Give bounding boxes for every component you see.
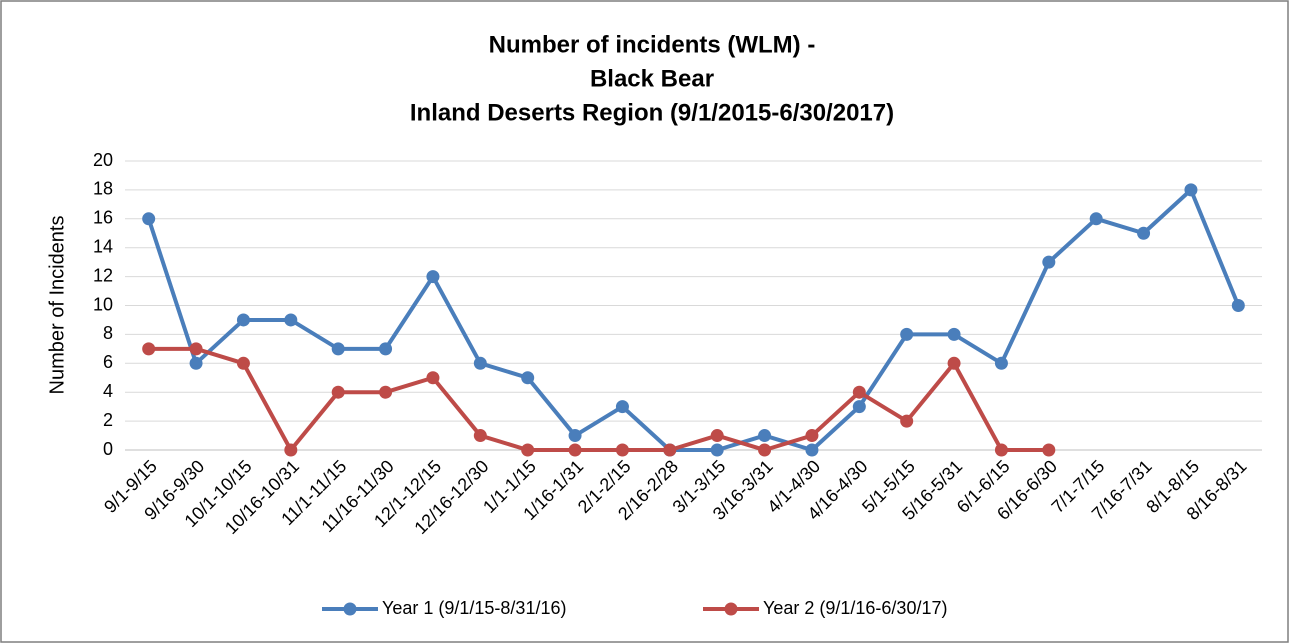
y-tick-label: 6 <box>103 352 113 372</box>
data-point <box>236 356 250 370</box>
y-tick-label: 4 <box>103 381 113 401</box>
chart-title: Number of incidents (WLM) - <box>489 31 816 58</box>
data-point <box>900 327 914 341</box>
data-point <box>994 356 1008 370</box>
series-line <box>146 187 1241 452</box>
data-point <box>1231 299 1245 312</box>
data-point <box>1042 443 1056 457</box>
y-tick-label: 8 <box>103 323 113 343</box>
data-point <box>189 356 203 370</box>
chart-title: Black Bear <box>590 65 714 92</box>
legend-marker <box>343 602 357 616</box>
data-point <box>805 443 819 457</box>
data-point <box>1137 226 1151 240</box>
y-tick-label: 10 <box>93 294 113 314</box>
legend-label: Year 1 (9/1/15-8/31/16) <box>382 598 566 618</box>
data-point <box>521 371 535 385</box>
data-point <box>710 443 724 457</box>
data-point <box>900 414 914 428</box>
data-point <box>663 443 677 457</box>
data-point <box>947 356 961 370</box>
data-point <box>758 429 772 443</box>
data-point <box>331 342 345 356</box>
data-point <box>189 342 203 356</box>
data-point <box>142 212 156 226</box>
data-point <box>758 443 772 457</box>
data-point <box>473 429 487 443</box>
data-point <box>331 385 345 399</box>
y-tick-label: 2 <box>103 410 113 430</box>
series-line <box>148 346 1049 452</box>
data-point <box>379 385 393 399</box>
data-point <box>426 371 440 385</box>
chart-title: Inland Deserts Region (9/1/2015-6/30/201… <box>410 99 894 126</box>
data-point <box>852 385 866 399</box>
data-point <box>568 443 582 457</box>
data-point <box>284 313 298 327</box>
y-tick-label: 20 <box>93 150 113 170</box>
legend-marker <box>724 602 738 616</box>
data-point <box>615 400 629 414</box>
data-point <box>710 429 724 443</box>
data-point <box>615 443 629 457</box>
y-tick-label: 16 <box>93 208 113 228</box>
y-tick-label: 0 <box>103 439 113 459</box>
y-tick-label: 12 <box>93 265 113 285</box>
data-point <box>236 313 250 327</box>
data-point <box>379 342 393 356</box>
data-point <box>947 327 961 341</box>
data-point <box>568 429 582 443</box>
data-point <box>521 443 535 457</box>
data-point <box>1042 255 1056 269</box>
data-point <box>473 356 487 370</box>
data-point <box>1184 183 1198 197</box>
data-point <box>852 400 866 414</box>
data-point <box>426 270 440 284</box>
y-axis-label: Number of Incidents <box>46 216 68 395</box>
legend-label: Year 2 (9/1/16-6/30/17) <box>763 598 947 618</box>
data-point <box>994 443 1008 457</box>
y-tick-label: 14 <box>93 236 113 256</box>
y-tick-label: 18 <box>93 179 113 199</box>
data-point <box>284 443 298 457</box>
data-point <box>142 342 156 356</box>
data-point <box>805 429 819 443</box>
data-point <box>1089 212 1103 226</box>
